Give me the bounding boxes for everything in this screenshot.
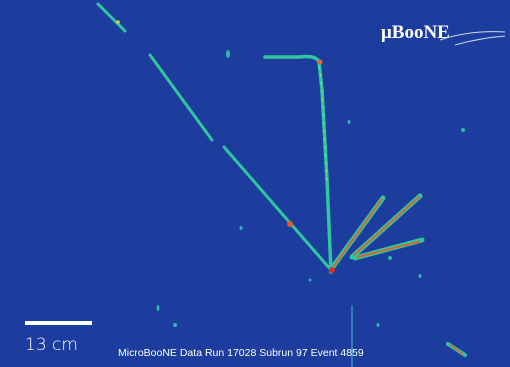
blob [419,274,422,278]
blob [377,323,380,327]
blob [461,128,465,132]
blob [240,226,243,230]
hit [287,221,293,227]
page: μBooNE 13 cm MicroBooNE Data Run 17028 S… [0,0,510,367]
blob [226,50,230,58]
blob [309,279,312,282]
hit [116,20,120,24]
blob [157,305,160,311]
blob [173,323,177,327]
logo: μBooNE [381,22,450,43]
scale-label: 13 cm [25,335,78,355]
blob [388,256,392,260]
hit [318,60,323,65]
event-display: μBooNE 13 cm MicroBooNE Data Run 17028 S… [0,0,510,367]
blob [348,120,351,124]
vertex [329,267,335,273]
caption: MicroBooNE Data Run 17028 Subrun 97 Even… [118,347,364,359]
